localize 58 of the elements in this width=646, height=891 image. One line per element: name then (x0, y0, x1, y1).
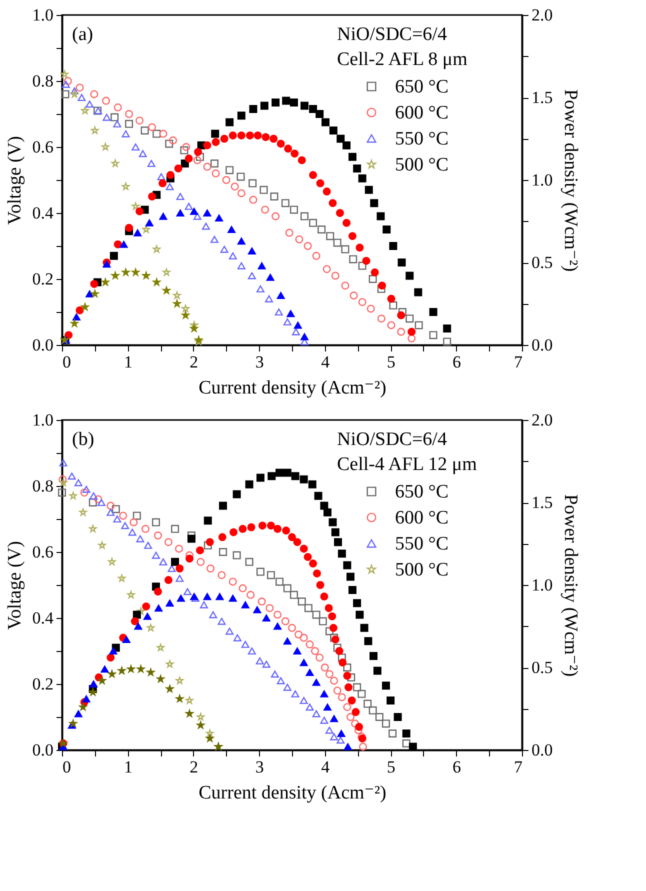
annotation: Cell-4 AFL 12 μm (337, 454, 478, 475)
y2-tick-label: 1.5 (532, 88, 553, 107)
x-axis-title: Current density (Acm⁻²) (198, 378, 386, 398)
legend-label: 500 °C (395, 560, 449, 580)
y2-axis-title: Power density (Wcm⁻²) (560, 494, 581, 677)
y-tick-label: 1.0 (32, 6, 54, 24)
annotation: NiO/SDC=6/4 (337, 429, 448, 450)
x-tick-label: 1 (124, 758, 132, 776)
x-tick-label: 3 (255, 758, 264, 776)
y2-tick-label: 0.5 (532, 658, 553, 677)
annotation: NiO/SDC=6/4 (337, 24, 448, 45)
y-tick-label: 0.2 (32, 674, 54, 694)
y2-tick-label: 0.0 (532, 336, 553, 354)
y-tick-label: 1.0 (32, 410, 54, 430)
x-tick-label: 0 (62, 758, 71, 776)
y-tick-label: 0.8 (32, 72, 54, 90)
x-tick-label: 0 (62, 352, 71, 372)
x-tick-label: 6 (452, 758, 462, 776)
y2-tick-label: 0.5 (532, 253, 553, 272)
annotation: (a) (72, 24, 94, 45)
y-tick-label: 0.4 (32, 608, 54, 628)
y-axis-title: Voltage (V) (4, 136, 26, 225)
x-tick-label: 2 (190, 352, 198, 372)
legend-label: 600 °C (395, 102, 449, 124)
y2-tick-label: 0.0 (532, 740, 553, 760)
y-tick-label: 0.4 (32, 204, 54, 222)
y-axis-title: Voltage (V) (4, 541, 26, 630)
y2-axis-title: Power density (Wcm⁻²) (560, 89, 581, 272)
x-tick-label: 4 (321, 758, 330, 776)
x-tick-label: 5 (386, 352, 396, 372)
annotation: (b) (72, 429, 94, 450)
x-tick-label: 6 (452, 352, 462, 372)
x-tick-label: 7 (514, 758, 523, 776)
y-tick-label: 0.2 (32, 270, 54, 288)
legend-label: 600 °C (395, 508, 449, 528)
annotation: Cell-2 AFL 8 μm (337, 49, 468, 70)
legend-label: 550 °C (395, 534, 449, 554)
y-tick-label: 0.0 (32, 336, 54, 354)
x-tick-label: 2 (190, 758, 198, 776)
x-tick-label: 1 (124, 352, 132, 372)
y2-tick-label: 2.0 (532, 6, 553, 24)
y2-tick-label: 2.0 (532, 410, 553, 430)
y-tick-label: 0.8 (32, 476, 54, 496)
y-tick-label: 0.6 (32, 138, 54, 156)
y2-tick-label: 1.5 (532, 493, 553, 512)
y2-tick-label: 1.0 (532, 576, 553, 594)
x-tick-label: 4 (321, 352, 330, 372)
y-tick-label: 0.6 (32, 542, 54, 562)
x-axis-title: Current density (Acm⁻²) (198, 782, 386, 804)
legend-label: 650 °C (395, 76, 449, 98)
legend-label: 500 °C (395, 154, 449, 176)
y2-tick-label: 1.0 (532, 170, 553, 190)
x-tick-label: 5 (386, 758, 396, 776)
legend-label: 650 °C (395, 482, 449, 502)
y-tick-label: 0.0 (32, 740, 54, 760)
x-tick-label: 7 (514, 352, 523, 372)
x-tick-label: 3 (255, 352, 264, 372)
legend-label: 550 °C (395, 128, 449, 150)
